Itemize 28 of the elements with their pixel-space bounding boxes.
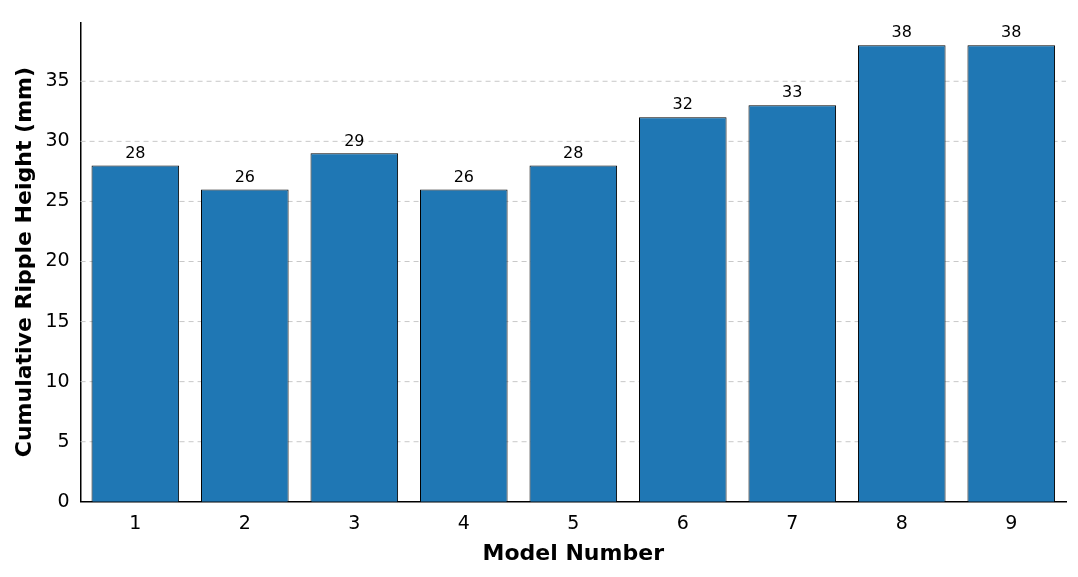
y-tick-label: 15 xyxy=(45,308,70,331)
y-tick-label: 35 xyxy=(45,68,70,91)
data-label: 38 xyxy=(891,22,912,42)
data-label: 29 xyxy=(344,130,365,150)
y-tick-label: 25 xyxy=(45,188,70,211)
data-label: 26 xyxy=(453,166,474,186)
x-tick-label: 1 xyxy=(129,511,142,534)
y-tick-label: 0 xyxy=(57,488,70,511)
x-axis-title: Model Number xyxy=(482,539,665,565)
x-tick-label: 7 xyxy=(786,511,799,534)
x-tick-label: 9 xyxy=(1005,511,1018,534)
x-tick-label: 4 xyxy=(457,511,470,534)
x-tick-label: 5 xyxy=(567,511,580,534)
data-label: 28 xyxy=(125,142,146,162)
x-tick-label: 8 xyxy=(895,511,908,534)
data-label: 33 xyxy=(782,82,803,102)
data-label: 32 xyxy=(672,94,693,114)
data-label: 38 xyxy=(1001,22,1022,42)
y-tick-label: 10 xyxy=(45,368,70,391)
data-label: 26 xyxy=(234,166,255,186)
x-tick-label: 3 xyxy=(348,511,361,534)
y-tick-label: 20 xyxy=(45,248,70,271)
x-tick-label: 6 xyxy=(676,511,689,534)
y-tick-label: 5 xyxy=(57,428,70,451)
y-tick-label: 30 xyxy=(45,128,70,151)
data-label: 28 xyxy=(563,142,584,162)
y-axis-title: Cumulative Ripple Height (mm) xyxy=(10,66,36,458)
x-tick-label: 2 xyxy=(238,511,251,534)
